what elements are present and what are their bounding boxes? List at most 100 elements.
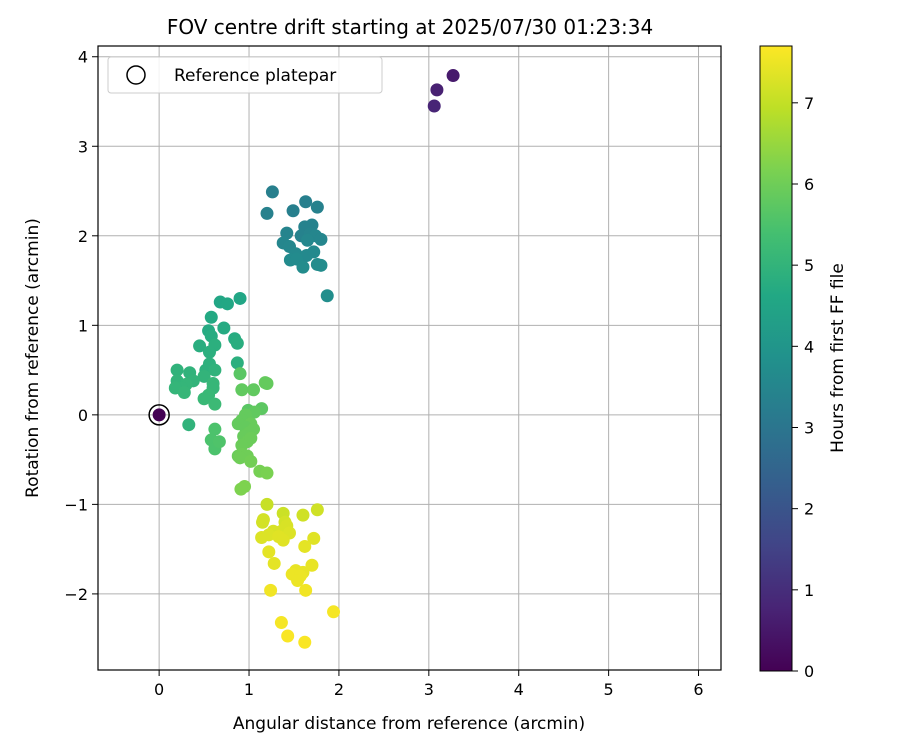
data-point (208, 397, 222, 411)
data-point (182, 418, 196, 432)
data-point (193, 339, 207, 353)
reference-point-ring (148, 404, 170, 426)
y-tick-label: 1 (78, 316, 88, 335)
colorbar-tick-label: 0 (804, 662, 814, 681)
data-point (267, 556, 281, 570)
colorbar-tick-label: 7 (804, 94, 814, 113)
data-point (291, 573, 305, 587)
data-point (234, 482, 248, 496)
legend-label-reference-platepar: Reference platepar (174, 66, 336, 86)
colorbar-tick-label: 3 (804, 418, 814, 437)
data-point (233, 451, 247, 465)
data-point (262, 545, 276, 559)
data-point (446, 69, 460, 83)
data-point (260, 206, 274, 220)
x-axis-ticks: 0 1 2 3 4 5 6 (154, 670, 704, 699)
data-point (208, 422, 222, 436)
data-point (305, 558, 319, 572)
data-point (274, 616, 288, 630)
data-points (168, 69, 460, 649)
data-point (170, 363, 184, 377)
data-point (230, 336, 244, 350)
colorbar-tick-label: 1 (804, 581, 814, 600)
y-tick-label: 4 (78, 48, 88, 67)
data-point (276, 533, 290, 547)
data-point (427, 99, 441, 113)
reference-point (148, 404, 170, 426)
data-point (327, 605, 341, 619)
data-point (260, 466, 274, 480)
colorbar-tick-label: 6 (804, 175, 814, 194)
data-point (255, 531, 269, 545)
data-point (247, 383, 261, 397)
data-point (300, 233, 314, 247)
legend: Reference platepar (107, 56, 383, 94)
legend-marker-open-circle (126, 65, 146, 85)
data-point (286, 204, 300, 218)
data-point (280, 226, 294, 240)
data-point (307, 531, 321, 545)
colorbar-ticks: 0 1 2 3 4 5 6 7 (792, 94, 814, 681)
x-tick-label: 6 (693, 680, 703, 699)
data-point (298, 635, 312, 649)
legend-box (107, 56, 383, 94)
data-point (256, 515, 270, 529)
data-point (310, 503, 324, 517)
data-point (264, 583, 278, 597)
data-point (177, 385, 191, 399)
data-point (244, 454, 258, 468)
data-point (233, 367, 247, 381)
data-point (314, 258, 328, 272)
x-tick-label: 4 (514, 680, 524, 699)
data-point (265, 185, 279, 199)
data-point (258, 376, 272, 390)
data-point (202, 345, 216, 359)
data-point (320, 289, 334, 303)
x-tick-label: 2 (334, 680, 344, 699)
plot-area (98, 46, 721, 670)
y-tick-label: 0 (78, 406, 88, 425)
colorbar (759, 45, 793, 672)
data-point (430, 83, 444, 97)
data-point (281, 629, 295, 643)
data-point (244, 431, 258, 445)
data-point (307, 245, 321, 259)
y-axis-ticks: −2 −1 0 1 2 3 4 (64, 48, 98, 604)
grid-lines (98, 46, 721, 670)
data-point (298, 539, 312, 553)
data-point (204, 310, 218, 324)
reference-point-dot (152, 408, 166, 422)
data-point (197, 392, 211, 406)
y-tick-label: 2 (78, 227, 88, 246)
x-tick-label: 1 (244, 680, 254, 699)
x-tick-label: 3 (424, 680, 434, 699)
x-tick-label: 0 (154, 680, 164, 699)
data-point (220, 297, 234, 311)
plot-border (97, 45, 722, 671)
data-point (235, 383, 249, 397)
y-tick-label: −1 (64, 495, 88, 514)
data-point (314, 232, 328, 246)
data-point (310, 200, 324, 214)
data-point (197, 369, 211, 383)
data-point (233, 291, 247, 305)
y-axis-label: Rotation from reference (arcmin) (23, 218, 43, 498)
data-point (212, 435, 226, 449)
data-point (235, 438, 249, 452)
data-point (299, 583, 313, 597)
colorbar-label: Hours from first FF file (828, 263, 848, 453)
colorbar-tick-label: 4 (804, 337, 814, 356)
colorbar-tick-label: 2 (804, 500, 814, 519)
x-tick-label: 5 (604, 680, 614, 699)
y-tick-label: 3 (78, 137, 88, 156)
data-point (296, 508, 310, 522)
y-tick-label: −2 (64, 585, 88, 604)
data-point (217, 321, 231, 335)
data-point (260, 497, 274, 511)
x-axis-label: Angular distance from reference (arcmin) (233, 714, 585, 734)
data-point (299, 195, 313, 209)
data-point (230, 356, 244, 370)
data-point (208, 363, 222, 377)
colorbar-tick-label: 5 (804, 256, 814, 275)
